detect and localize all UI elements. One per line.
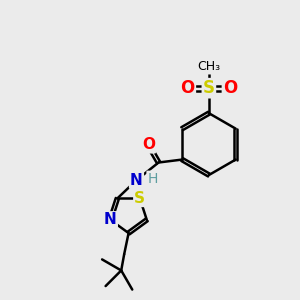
Text: O: O xyxy=(181,79,195,97)
Text: CH₃: CH₃ xyxy=(197,61,220,74)
Text: H: H xyxy=(148,172,158,186)
Text: O: O xyxy=(142,137,155,152)
Text: N: N xyxy=(104,212,117,227)
Text: O: O xyxy=(223,79,237,97)
Text: N: N xyxy=(130,173,143,188)
Text: S: S xyxy=(203,79,215,97)
Text: S: S xyxy=(134,191,145,206)
